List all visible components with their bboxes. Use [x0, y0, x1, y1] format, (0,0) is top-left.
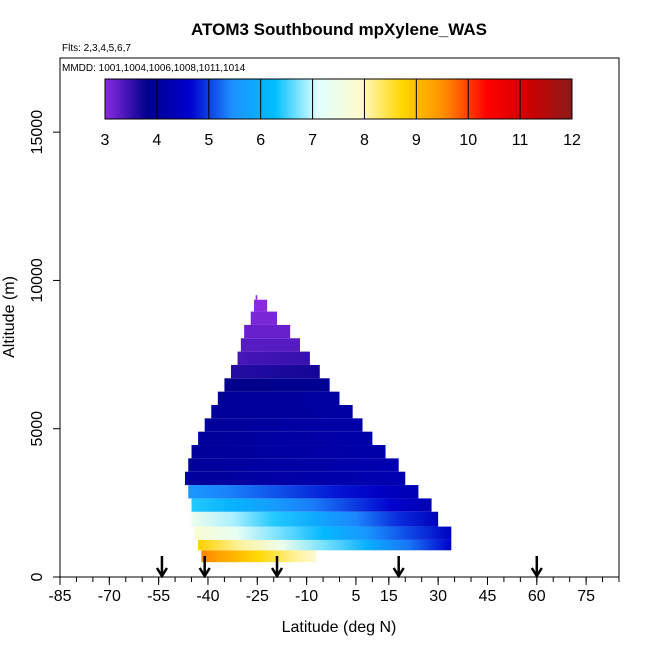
y-axis-label: Altitude (m)	[1, 276, 18, 358]
heatmap-layer	[191, 498, 432, 512]
x-tick-label: -70	[98, 588, 121, 605]
flight-arrow-marker	[155, 556, 168, 579]
heatmap-layer	[198, 539, 452, 551]
heatmap-layer	[184, 471, 406, 486]
x-tick-label: 75	[577, 588, 595, 605]
x-tick-label: -25	[246, 588, 269, 605]
x-tick-label: -85	[48, 588, 71, 605]
x-axis: -85 -70 -55 -40 -25 -10 5 15 30 45 60 75	[48, 577, 620, 605]
y-tick-label: 5000	[29, 411, 46, 447]
heatmap-layer	[194, 526, 452, 540]
flight-arrow-marker	[530, 556, 543, 579]
flight-arrow-marker	[198, 556, 211, 579]
heatmap-layer	[198, 431, 373, 446]
colorbar-tick-label: 8	[360, 132, 369, 149]
heatmap-layer	[230, 364, 320, 379]
flight-arrow-marker	[392, 556, 405, 579]
heatmap-layer	[188, 485, 419, 499]
y-tick-label: 0	[29, 572, 46, 581]
x-axis-label: Latitude (deg N)	[282, 619, 397, 636]
heatmap-layer	[211, 404, 353, 419]
x-tick-label: -10	[295, 588, 318, 605]
heatmap-layers	[184, 295, 452, 563]
heatmap-layer	[191, 445, 386, 459]
chart-title: ATOM3 Southbound mpXylene_WAS	[191, 20, 487, 39]
heatmap-layer	[237, 351, 310, 365]
colorbar-tick-label: 10	[459, 132, 477, 149]
y-axis: 0 5000 10000 15000	[29, 110, 60, 581]
colorbar-tick-label: 12	[563, 132, 581, 149]
x-tick-label: 60	[528, 588, 546, 605]
heatmap-layer	[217, 391, 340, 405]
heatmap-layer	[250, 311, 278, 325]
colorbar-tick-label: 11	[512, 132, 529, 149]
heatmap-layer	[240, 338, 301, 352]
heatmap-layer	[188, 458, 399, 472]
heatmap-layer	[201, 550, 317, 563]
x-tick-label: 30	[429, 588, 447, 605]
flights-label: Flts: 2,3,4,5,6,7	[62, 43, 131, 54]
colorbar	[104, 78, 573, 120]
x-tick-label: 45	[479, 588, 497, 605]
colorbar-tick-label: 5	[204, 132, 213, 149]
heatmap-layer	[255, 295, 258, 300]
x-tick-label: 15	[380, 588, 398, 605]
heatmap-layer	[204, 418, 363, 432]
colorbar-tick-label: 7	[308, 132, 317, 149]
colorbar-gradient	[104, 78, 573, 120]
colorbar-ticks: 3 4 5 6 7 8 9 10 11 12	[101, 79, 581, 149]
colorbar-tick-label: 3	[101, 132, 110, 149]
colorbar-tick-label: 6	[256, 132, 265, 149]
x-tick-label: 5	[351, 588, 360, 605]
colorbar-tick-label: 9	[412, 132, 421, 149]
colorbar-tick-label: 4	[152, 132, 161, 149]
heatmap-layer	[191, 511, 439, 527]
y-tick-label: 10000	[29, 258, 46, 303]
flight-arrow-marker	[270, 556, 284, 579]
flight-markers	[155, 556, 543, 579]
heatmap-layer	[224, 378, 330, 392]
x-tick-label: -55	[147, 588, 170, 605]
y-tick-label: 15000	[29, 110, 46, 155]
dates-label: MMDD: 1001,1004,1006,1008,1011,1014	[62, 63, 246, 74]
x-tick-label: -40	[196, 588, 219, 605]
heatmap-layer	[244, 324, 291, 339]
heatmap-layer	[254, 299, 268, 312]
